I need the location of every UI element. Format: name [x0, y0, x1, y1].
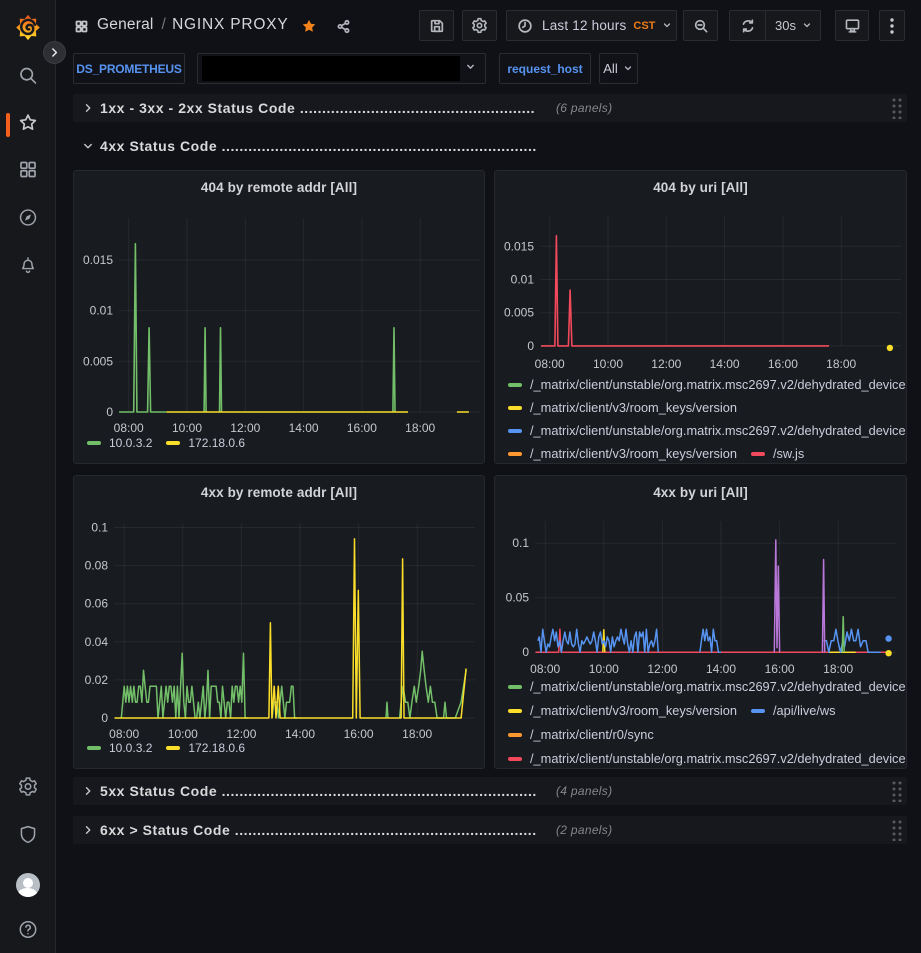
svg-text:0.02: 0.02 [85, 673, 109, 687]
svg-text:0: 0 [527, 339, 534, 353]
svg-text:12:00: 12:00 [230, 421, 260, 435]
svg-text:10:00: 10:00 [172, 421, 202, 435]
svg-text:0.005: 0.005 [83, 354, 113, 368]
svg-text:08:00: 08:00 [109, 727, 139, 741]
svg-text:0: 0 [101, 711, 108, 725]
svg-text:14:00: 14:00 [285, 727, 315, 741]
svg-text:0.1: 0.1 [512, 536, 529, 550]
svg-text:08:00: 08:00 [114, 421, 144, 435]
svg-text:0.005: 0.005 [504, 306, 534, 320]
svg-text:10:00: 10:00 [593, 357, 623, 371]
svg-text:08:00: 08:00 [535, 357, 565, 371]
svg-text:0.1: 0.1 [91, 521, 108, 535]
svg-text:0.015: 0.015 [83, 253, 113, 267]
svg-text:0.01: 0.01 [511, 273, 535, 287]
svg-text:0.06: 0.06 [85, 597, 109, 611]
svg-text:0.04: 0.04 [85, 635, 109, 649]
svg-text:10:00: 10:00 [168, 727, 198, 741]
svg-text:12:00: 12:00 [651, 357, 681, 371]
svg-text:18:00: 18:00 [823, 662, 853, 676]
svg-text:18:00: 18:00 [402, 727, 432, 741]
svg-text:16:00: 16:00 [344, 727, 374, 741]
svg-text:16:00: 16:00 [768, 357, 798, 371]
svg-text:16:00: 16:00 [347, 421, 377, 435]
svg-text:18:00: 18:00 [826, 357, 856, 371]
svg-text:0: 0 [522, 645, 529, 659]
svg-text:0.05: 0.05 [506, 591, 530, 605]
svg-text:0: 0 [106, 405, 113, 419]
svg-text:0.08: 0.08 [85, 559, 109, 573]
svg-text:12:00: 12:00 [226, 727, 256, 741]
svg-text:14:00: 14:00 [289, 421, 319, 435]
svg-text:0.01: 0.01 [90, 304, 114, 318]
svg-text:14:00: 14:00 [706, 662, 736, 676]
svg-text:14:00: 14:00 [710, 357, 740, 371]
svg-text:18:00: 18:00 [405, 421, 435, 435]
svg-text:12:00: 12:00 [647, 662, 677, 676]
svg-text:16:00: 16:00 [765, 662, 795, 676]
svg-text:08:00: 08:00 [530, 662, 560, 676]
svg-text:10:00: 10:00 [589, 662, 619, 676]
svg-text:0.015: 0.015 [504, 239, 534, 253]
